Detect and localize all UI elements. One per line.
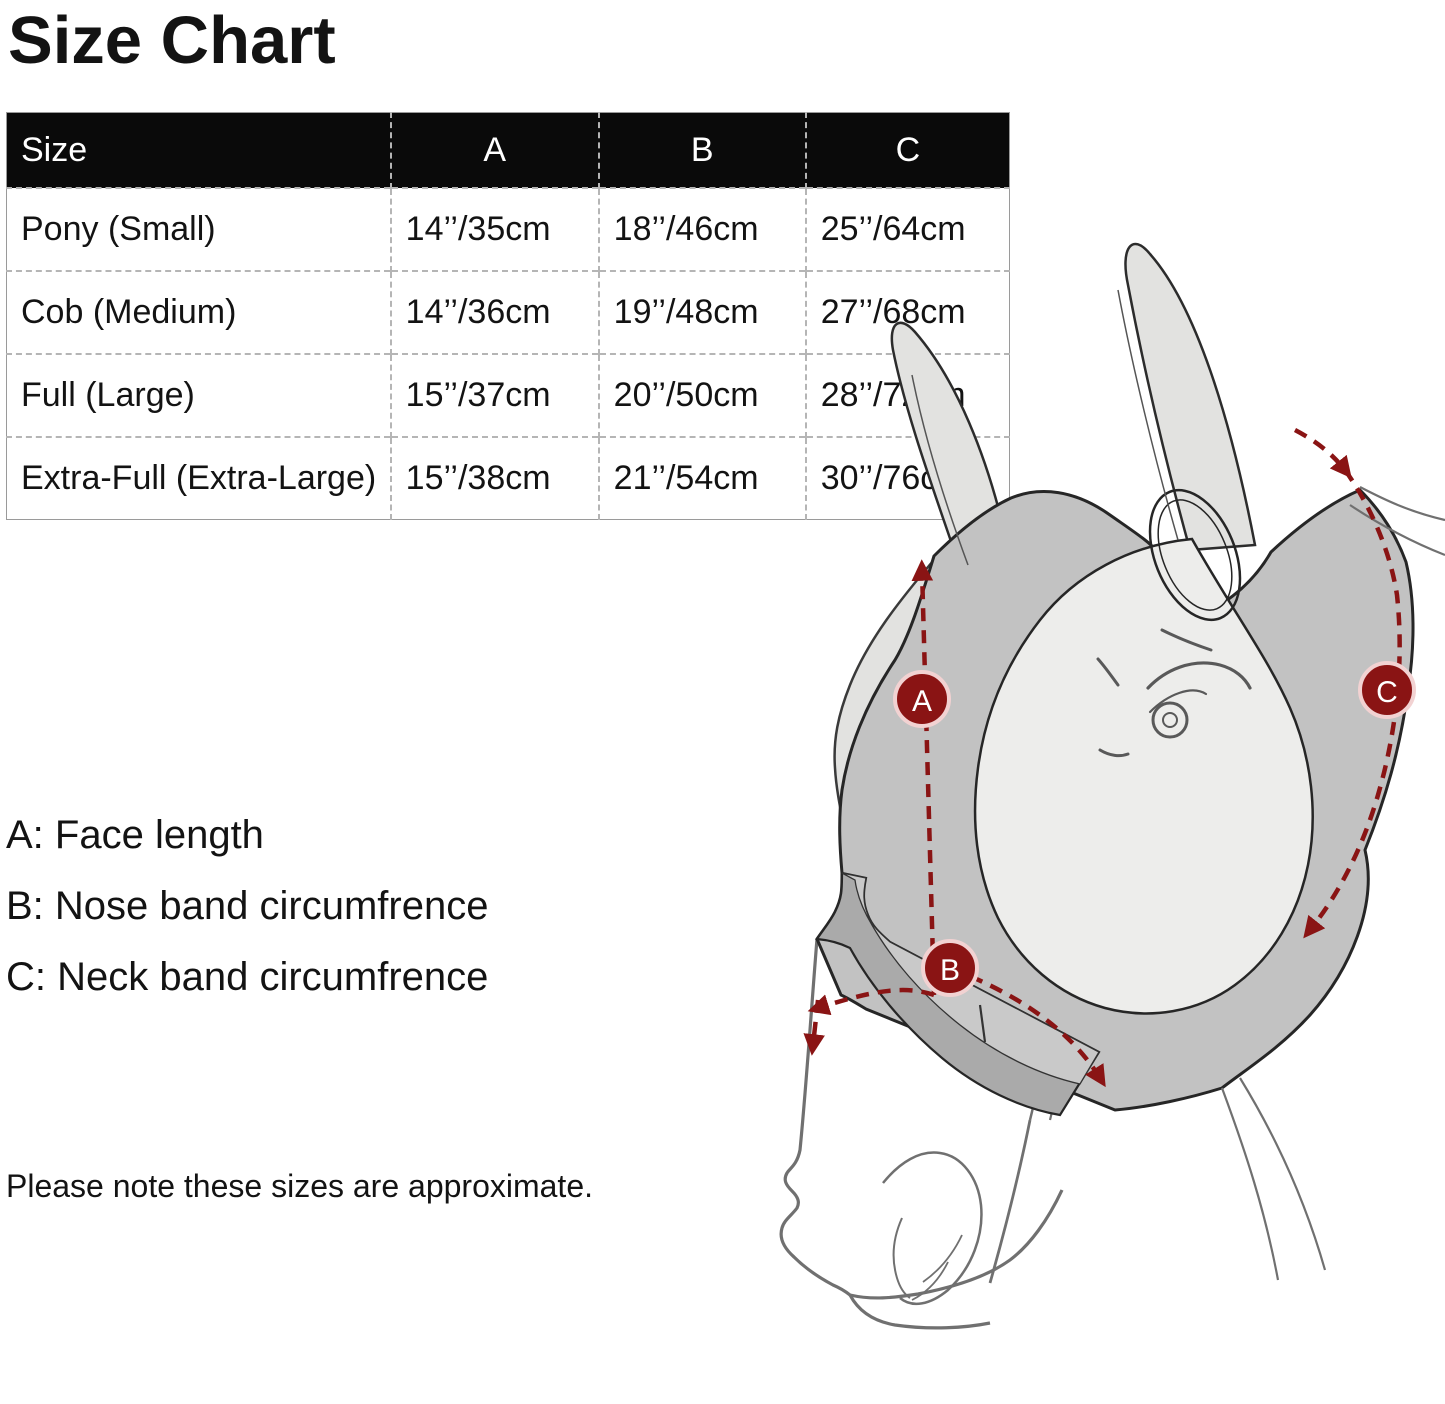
svg-text:B: B: [940, 954, 960, 987]
svg-text:C: C: [1376, 676, 1398, 709]
svg-text:A: A: [912, 685, 932, 718]
